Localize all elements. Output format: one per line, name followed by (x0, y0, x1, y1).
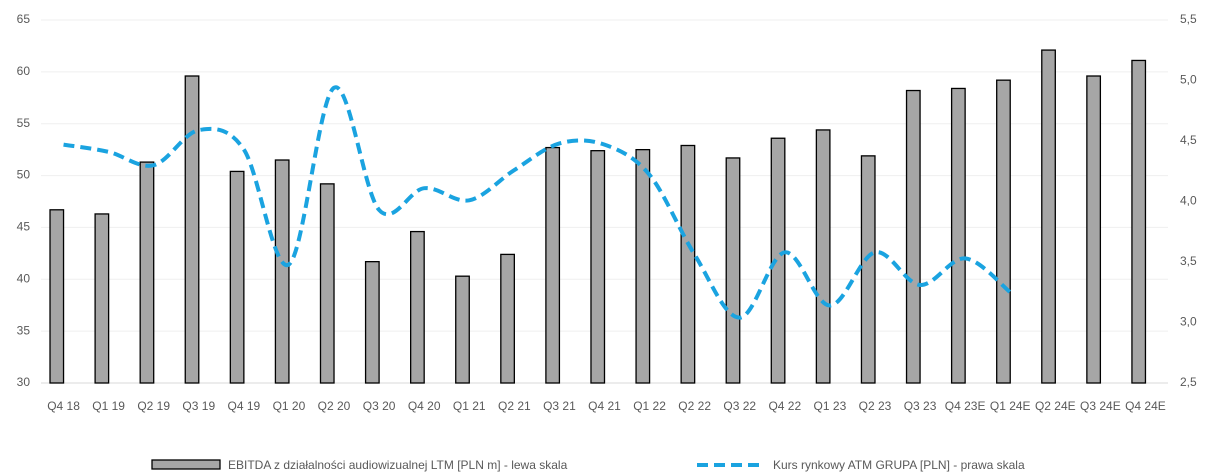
bar (500, 253, 515, 384)
y2-tick-label: 5,5 (1180, 12, 1197, 26)
y2-tick-label: 4,5 (1180, 133, 1197, 147)
bar (49, 209, 65, 384)
x-tick-label: Q3 23 (904, 399, 937, 413)
y-tick-label: 65 (17, 12, 31, 26)
x-tick-label: Q1 21 (453, 399, 486, 413)
x-tick-label: Q1 19 (92, 399, 125, 413)
bar (1041, 49, 1056, 384)
x-tick-label: Q3 22 (723, 399, 756, 413)
x-tick-label: Q2 19 (137, 399, 170, 413)
bar (770, 137, 786, 384)
bar (860, 155, 876, 384)
x-tick-label: Q1 22 (633, 399, 666, 413)
bar (364, 261, 380, 384)
bar (139, 161, 155, 384)
bar (274, 159, 290, 384)
y-tick-label: 50 (17, 168, 31, 182)
y2-tick-label: 2,5 (1180, 375, 1197, 389)
x-tick-label: Q1 20 (273, 399, 306, 413)
bar (455, 275, 470, 384)
bar (184, 75, 200, 384)
bar (94, 213, 110, 384)
y-tick-label: 40 (17, 271, 31, 285)
x-tick-label: Q3 24E (1080, 399, 1121, 413)
legend-label: Kurs rynkowy ATM GRUPA [PLN] - prawa ska… (773, 458, 1025, 472)
x-tick-label: Q2 20 (318, 399, 351, 413)
bar (590, 150, 606, 384)
bar (410, 230, 425, 384)
x-tick-label: Q2 21 (498, 399, 531, 413)
x-tick-label: Q1 24E (990, 399, 1031, 413)
bar (1131, 59, 1147, 384)
x-tick-label: Q3 19 (182, 399, 215, 413)
bar (545, 146, 561, 384)
y2-tick-label: 5,0 (1180, 73, 1197, 87)
bar (1086, 75, 1102, 384)
x-tick-label: Q2 24E (1035, 399, 1076, 413)
y-tick-label: 35 (17, 323, 31, 337)
x-tick-label: Q3 20 (363, 399, 396, 413)
y2-tick-label: 4,0 (1180, 194, 1197, 208)
bar (905, 89, 921, 384)
bar (950, 87, 966, 384)
y-tick-label: 55 (17, 116, 31, 130)
y-tick-label: 30 (17, 375, 31, 389)
x-tick-label: Q4 18 (47, 399, 80, 413)
bar (635, 148, 651, 384)
legend-swatch (151, 459, 221, 470)
x-tick-label: Q4 22 (768, 399, 801, 413)
x-tick-label: Q1 23 (814, 399, 847, 413)
y-tick-label: 45 (17, 220, 31, 234)
legend-label: EBITDA z działalności audiowizualnej LTM… (228, 458, 568, 472)
y-tick-label: 60 (17, 64, 31, 78)
bar (680, 144, 696, 384)
x-tick-label: Q4 24E (1125, 399, 1166, 413)
x-tick-label: Q2 22 (678, 399, 711, 413)
bar (229, 170, 245, 384)
x-tick-label: Q3 21 (543, 399, 576, 413)
x-tick-label: Q4 23E (945, 399, 986, 413)
bar (996, 79, 1011, 384)
x-tick-label: Q4 20 (408, 399, 441, 413)
x-tick-label: Q2 23 (859, 399, 892, 413)
x-tick-label: Q4 19 (228, 399, 261, 413)
bar (319, 183, 335, 384)
x-tick-label: Q4 21 (588, 399, 621, 413)
line (63, 85, 1012, 320)
y2-tick-label: 3,5 (1180, 254, 1197, 268)
bar (815, 129, 831, 384)
y2-tick-label: 3,0 (1180, 315, 1197, 329)
bar (725, 157, 741, 384)
